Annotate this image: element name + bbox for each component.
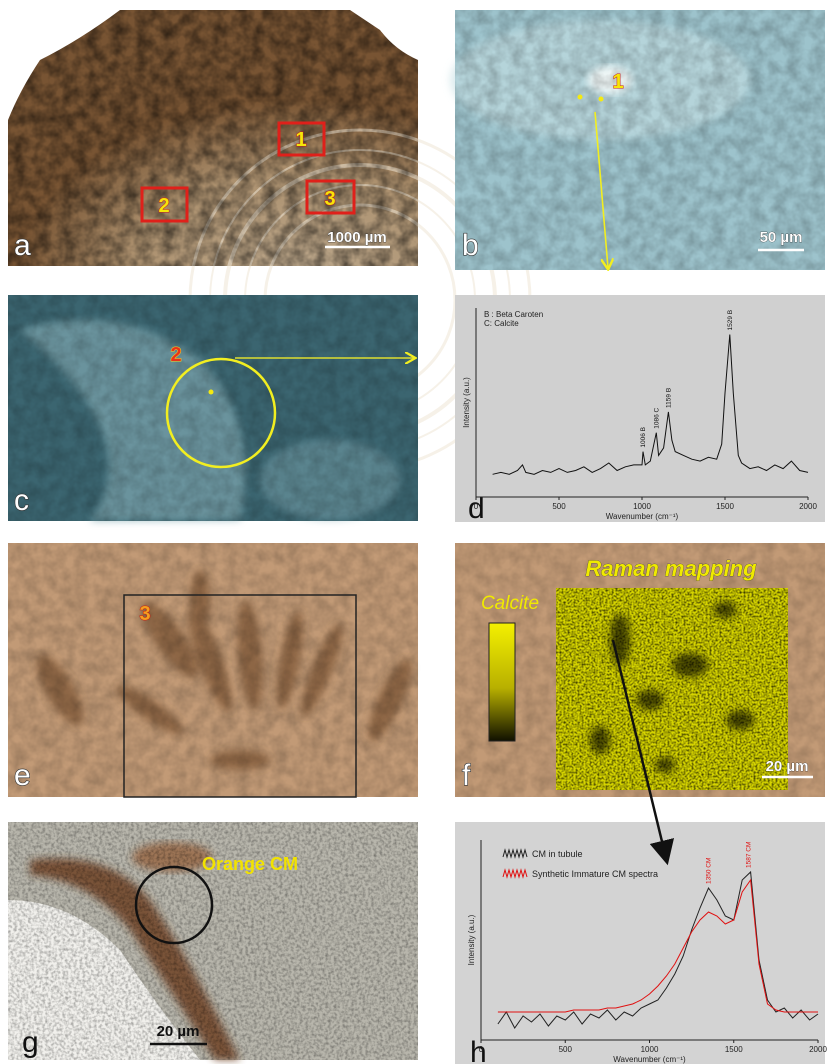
scale-label: 20 µm <box>766 758 809 775</box>
y-axis-label: Intensity (a.u.) <box>462 377 471 428</box>
panel-letter: c <box>14 484 29 517</box>
panel-e: 3 e <box>8 543 420 797</box>
x-tick-label: 1500 <box>725 1045 743 1054</box>
map-title: Raman mapping <box>585 556 757 581</box>
chart-background <box>455 295 825 522</box>
x-tick-label: 1500 <box>716 502 734 511</box>
spot-label: 2 <box>170 344 181 366</box>
x-tick-label: 500 <box>552 502 566 511</box>
x-axis-label: Wavenumber (cm⁻¹) <box>606 512 679 521</box>
scale-label: 50 µm <box>760 229 803 246</box>
peak-label: 1006 B <box>640 427 647 448</box>
y-axis-label: Intensity (a.u.) <box>467 914 476 965</box>
spot <box>209 390 214 395</box>
x-axis-label: Wavenumber (cm⁻¹) <box>613 1055 686 1064</box>
region-label: 1 <box>295 129 306 151</box>
x-tick-label: 2000 <box>799 502 817 511</box>
peak-label: 1086 C <box>653 407 660 428</box>
scale-label: 1000 µm <box>327 229 387 246</box>
x-tick-label: 500 <box>559 1045 573 1054</box>
panel-letter: e <box>14 759 31 792</box>
figure: 1 2 3 1000 µm a 1 50 µm b 2 c d <box>0 0 833 1064</box>
map-noise <box>556 588 788 790</box>
x-tick-label: 1000 <box>633 502 651 511</box>
x-tick-label: 0 <box>479 1045 484 1054</box>
legend-label: CM in tubule <box>532 849 583 859</box>
panel-letter: b <box>462 229 479 262</box>
panel-letter: a <box>14 229 31 262</box>
panel-letter: g <box>22 1026 39 1059</box>
colorbar <box>489 623 515 741</box>
spot <box>578 95 583 100</box>
annotation: Orange CM <box>202 854 298 874</box>
x-tick-label: 0 <box>474 502 479 511</box>
peak-label: 1529 B <box>727 310 734 331</box>
spot <box>599 97 604 102</box>
peak-label: 1587 CM <box>745 842 752 868</box>
annotation: C: Calcite <box>484 319 519 328</box>
panel-h: h <box>455 822 825 1064</box>
texture <box>8 10 418 266</box>
x-tick-label: 2000 <box>809 1045 827 1054</box>
colorbar-label: Calcite <box>481 593 539 614</box>
region-label: 3 <box>324 188 335 210</box>
region-label: 3 <box>139 603 150 625</box>
spot-label: 1 <box>612 71 623 93</box>
scale-label: 20 µm <box>157 1023 200 1040</box>
peak-label: 1159 B <box>665 388 672 408</box>
panel-f: Calcite Raman mapping 20 µm f <box>455 543 825 797</box>
panel-b: 1 50 µm b <box>450 10 825 270</box>
chart-background <box>455 822 825 1064</box>
panel-c: 2 c <box>8 295 418 521</box>
peak-label: 1350 CM <box>705 858 712 884</box>
panel-d: d <box>455 295 825 525</box>
x-tick-label: 1000 <box>641 1045 659 1054</box>
panel-g: Orange CM 20 µm g <box>8 822 418 1060</box>
annotation: B : Beta Caroten <box>484 310 543 319</box>
legend-label: Synthetic Immature CM spectra <box>532 869 658 879</box>
texture <box>8 295 418 521</box>
page: { "panels": { "a": {"letter": "a", "boxe… <box>0 0 833 1064</box>
region-label: 2 <box>158 195 169 217</box>
panel-letter: f <box>462 759 471 792</box>
